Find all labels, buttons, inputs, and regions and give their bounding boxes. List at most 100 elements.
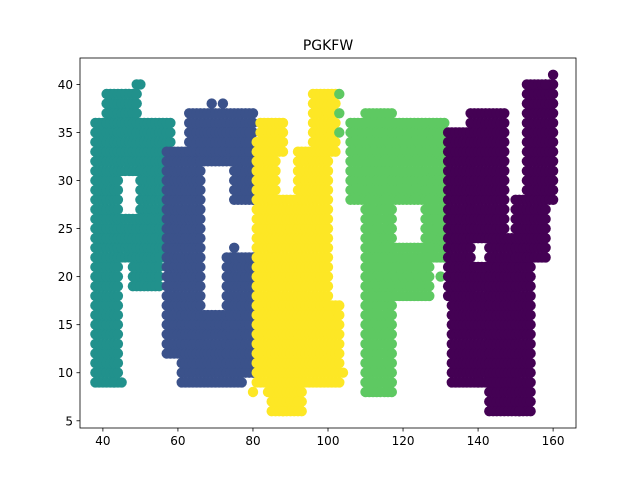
scatter-point <box>112 309 124 321</box>
scatter-point <box>525 357 536 369</box>
scatter-point <box>244 146 255 157</box>
scatter-point <box>311 108 322 119</box>
scatter-point <box>112 194 124 205</box>
scatter-point <box>112 281 124 292</box>
scatter-point <box>499 108 510 119</box>
scatter-point <box>386 338 397 350</box>
scatter-point <box>229 242 240 253</box>
series-4 <box>442 69 559 417</box>
scatter-point <box>525 319 536 330</box>
scatter-point <box>195 261 206 273</box>
x-tick-label: 140 <box>467 434 490 448</box>
scatter-point <box>514 406 525 417</box>
scatter-point <box>330 98 341 109</box>
scatter-point <box>322 290 334 302</box>
scatter-point <box>499 117 510 129</box>
scatter-point <box>322 300 334 311</box>
scatter-point <box>334 309 345 321</box>
scatter-point <box>540 204 551 215</box>
scatter-point <box>112 290 124 302</box>
scatter-point <box>499 204 510 215</box>
scatter-point <box>322 194 334 205</box>
scatter-point <box>292 396 304 407</box>
scatter-point <box>322 281 334 292</box>
scatter-point <box>334 300 345 311</box>
scatter-point <box>296 406 307 417</box>
scatter-point <box>499 146 510 157</box>
scatter-point <box>334 127 345 138</box>
scatter-point <box>195 242 206 253</box>
scatter-point <box>195 204 206 215</box>
scatter-point <box>386 329 397 340</box>
scatter-point <box>270 175 281 186</box>
scatter-point <box>386 386 397 398</box>
scatter-point <box>112 329 124 340</box>
scatter-point <box>165 136 176 148</box>
scatter-point <box>322 184 334 196</box>
scatter-point <box>322 175 334 186</box>
scatter-point <box>386 309 397 321</box>
scatter-point <box>154 252 165 263</box>
scatter-point <box>277 406 289 417</box>
scatter-point <box>424 252 435 263</box>
scatter-point <box>547 165 559 177</box>
scatter-point <box>322 165 334 177</box>
scatter-point <box>154 281 165 292</box>
scatter-point <box>540 233 551 244</box>
scatter-point <box>236 377 247 388</box>
scatter-point <box>540 79 551 90</box>
scatter-point <box>247 386 259 398</box>
scatter-point <box>547 79 559 90</box>
scatter-point <box>112 348 124 359</box>
scatter-point <box>112 175 124 186</box>
scatter-point <box>322 242 334 253</box>
scatter-point <box>424 261 435 273</box>
scatter-point <box>116 377 127 388</box>
scatter-point <box>499 213 510 225</box>
scatter-point <box>131 108 142 119</box>
scatter-point <box>195 290 206 302</box>
scatter-point <box>195 223 206 234</box>
scatter-point <box>547 88 559 100</box>
scatter-point <box>334 348 345 359</box>
scatter-point <box>547 127 559 138</box>
scatter-point <box>322 213 334 225</box>
scatter-point <box>334 88 345 100</box>
scatter-point <box>131 98 142 109</box>
scatter-point <box>131 88 142 100</box>
x-tick-label: 120 <box>392 434 415 448</box>
scatter-point <box>525 290 536 302</box>
scatter-point <box>386 204 397 215</box>
scatter-point <box>386 348 397 359</box>
series-2 <box>247 88 349 417</box>
y-tick-label: 5 <box>65 414 73 428</box>
scatter-point <box>277 146 289 157</box>
scatter-point <box>296 386 307 398</box>
scatter-point <box>112 271 124 282</box>
scatter-point <box>525 386 536 398</box>
scatter-point <box>112 357 124 369</box>
y-axis: 5 10 15 20 25 30 35 40 <box>58 78 80 428</box>
x-axis: 40 60 80 100 120 140 160 <box>95 428 565 448</box>
x-tick-label: 100 <box>317 434 340 448</box>
scatter-point <box>334 329 345 340</box>
scatter-point <box>322 204 334 215</box>
scatter-point <box>108 377 120 388</box>
scatter-point <box>540 213 551 225</box>
y-tick-label: 35 <box>58 126 73 140</box>
y-tick-label: 10 <box>58 366 73 380</box>
scatter-point <box>499 175 510 186</box>
scatter-point <box>525 300 536 311</box>
series-3 <box>334 88 461 398</box>
y-tick-label: 20 <box>58 270 73 284</box>
scatter-point <box>547 117 559 129</box>
scatter-point <box>270 156 281 167</box>
scatter-point <box>386 213 397 225</box>
x-tick-label: 160 <box>542 434 565 448</box>
scatter-point <box>112 367 124 378</box>
scatter-point <box>334 338 345 350</box>
scatter-point <box>547 108 559 119</box>
scatter-point <box>386 108 397 119</box>
scatter-point <box>330 136 341 148</box>
